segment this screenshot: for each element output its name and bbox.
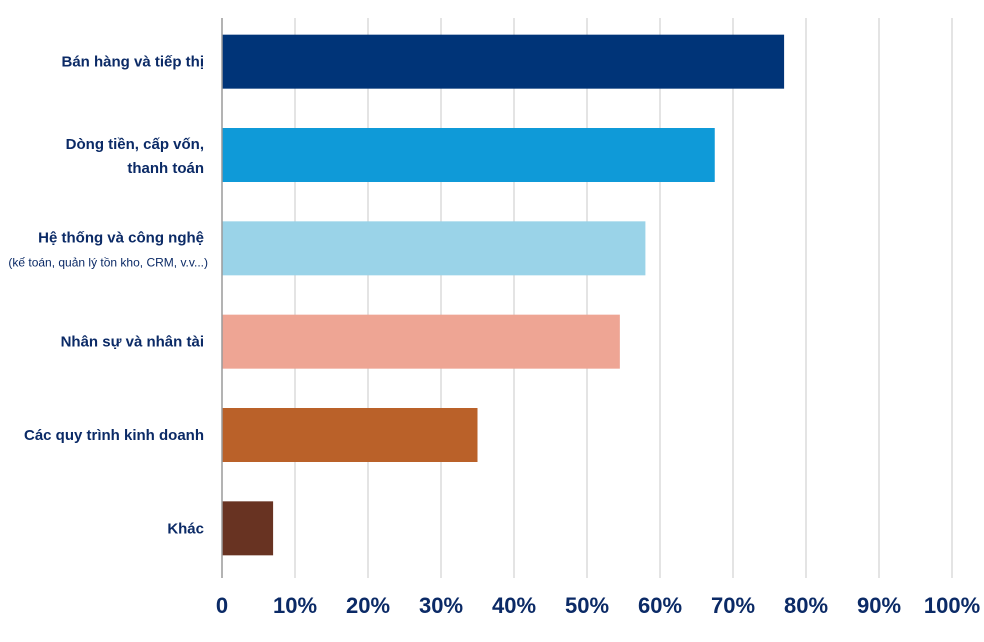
bar <box>222 128 715 182</box>
x-tick-label: 80% <box>784 593 828 618</box>
x-tick-label: 20% <box>346 593 390 618</box>
x-tick-label: 0 <box>216 593 228 618</box>
bar <box>222 408 478 462</box>
category-label: Dòng tiền, cấp vốn, <box>66 136 204 153</box>
bar <box>222 221 646 276</box>
x-tick-labels: 0 10% 20% 30% 40% 50% 60% 70% 80% 90% 100% <box>216 593 980 618</box>
category-sublabel: (kế toán, quản lý tồn kho, CRM, v.v...) <box>8 255 208 269</box>
x-tick-label: 50% <box>565 593 609 618</box>
category-label: Bán hàng và tiếp thị <box>61 54 204 71</box>
category-labels: Bán hàng và tiếp thị Dòng tiền, cấp vốn, t… <box>8 54 208 538</box>
x-tick-label: 40% <box>492 593 536 618</box>
x-tick-label: 90% <box>857 593 901 618</box>
category-label: Các quy trình kinh doanh <box>24 427 204 444</box>
gridlines <box>294 18 953 578</box>
category-label: Khác <box>167 520 204 537</box>
x-tick-label: 10% <box>273 593 317 618</box>
x-tick-label: 60% <box>638 593 682 618</box>
bars <box>222 34 785 556</box>
x-tick-label: 100% <box>924 593 980 618</box>
category-label-line2: thanh toán <box>127 160 204 177</box>
x-tick-label: 70% <box>711 593 755 618</box>
category-label: Hệ thống và công nghệ <box>38 229 204 246</box>
bar <box>222 501 274 556</box>
bar <box>222 34 785 89</box>
x-tick-label: 30% <box>419 593 463 618</box>
category-label: Nhân sự và nhân tài <box>61 334 204 351</box>
bar <box>222 314 620 369</box>
